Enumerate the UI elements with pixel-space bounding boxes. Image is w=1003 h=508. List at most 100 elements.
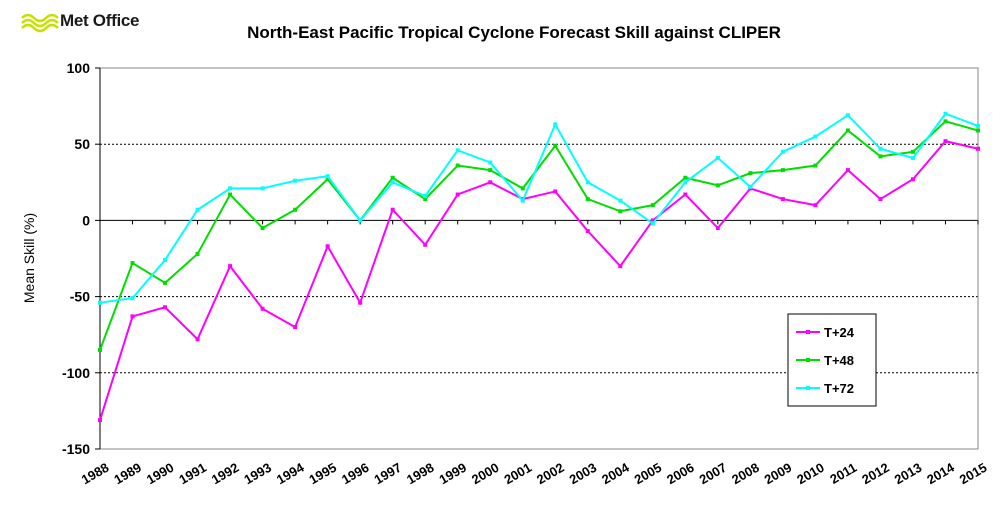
- y-tick-label: 50: [74, 136, 90, 152]
- x-tick-label: 2012: [859, 460, 892, 487]
- data-point: [813, 163, 818, 168]
- data-point: [423, 197, 428, 202]
- data-point: [455, 192, 460, 197]
- data-point: [195, 251, 200, 256]
- x-tick-label: 2008: [729, 460, 762, 487]
- data-point: [553, 189, 558, 194]
- data-point: [293, 325, 298, 330]
- data-point: [910, 149, 915, 154]
- data-point: [943, 139, 948, 144]
- data-point: [455, 163, 460, 168]
- data-point: [878, 146, 883, 151]
- data-point: [650, 218, 655, 223]
- data-point: [976, 128, 980, 133]
- data-point: [715, 183, 720, 188]
- data-point: [683, 175, 688, 180]
- x-tick-label: 1992: [209, 460, 242, 487]
- data-point: [325, 244, 330, 249]
- data-point: [260, 186, 265, 191]
- x-tick-label: 1990: [144, 460, 177, 487]
- legend-label: T+72: [824, 381, 854, 396]
- x-tick-label: 1997: [371, 460, 404, 487]
- series-line: [99, 112, 979, 304]
- x-tick-label: 1996: [339, 460, 372, 487]
- data-point: [618, 209, 623, 214]
- x-tick-label: 2000: [469, 460, 502, 487]
- y-axis-label: Mean Skill (%): [21, 213, 37, 303]
- data-point: [293, 207, 298, 212]
- data-point: [228, 264, 233, 269]
- x-tick-label: 2002: [534, 460, 567, 487]
- data-point: [715, 226, 720, 231]
- x-tick-label: 2014: [924, 459, 957, 487]
- data-point: [423, 194, 428, 199]
- data-point: [976, 123, 980, 128]
- data-point: [813, 203, 818, 208]
- data-point: [488, 180, 493, 185]
- x-tick-label: 1999: [437, 460, 470, 487]
- x-tick-label: 2010: [794, 460, 827, 487]
- series-t-72: [98, 111, 980, 305]
- data-point: [130, 314, 135, 319]
- x-tick-label: 2013: [892, 460, 925, 487]
- data-point: [780, 149, 785, 154]
- data-point: [260, 226, 265, 231]
- logo-text: Met Office: [60, 11, 140, 30]
- chart-title: North-East Pacific Tropical Cyclone Fore…: [247, 23, 781, 42]
- x-tick-label: 2003: [567, 460, 600, 487]
- x-tick-label: 2004: [599, 459, 632, 487]
- data-point: [650, 203, 655, 208]
- data-point: [358, 218, 363, 223]
- data-point: [520, 186, 525, 191]
- met-office-logo: [20, 8, 180, 38]
- data-point: [228, 186, 233, 191]
- data-point: [130, 296, 135, 301]
- data-point: [553, 143, 558, 148]
- data-point: [488, 160, 493, 165]
- data-point: [358, 300, 363, 305]
- y-tick-label: 0: [82, 212, 90, 228]
- data-point: [683, 192, 688, 197]
- data-point: [683, 180, 688, 185]
- data-point: [423, 242, 428, 247]
- x-tick-label: 2007: [697, 460, 730, 487]
- y-tick-label: 100: [67, 60, 91, 76]
- data-point: [976, 146, 980, 151]
- data-point: [98, 418, 102, 423]
- y-tick-label: -150: [62, 441, 90, 457]
- x-tick-label: 1994: [274, 459, 307, 487]
- data-point: [228, 192, 233, 197]
- legend-item: T+24: [796, 325, 855, 340]
- data-point: [618, 198, 623, 203]
- legend-marker: [806, 358, 810, 362]
- legend-label: T+24: [824, 325, 855, 340]
- data-point: [748, 171, 753, 176]
- data-point: [390, 180, 395, 185]
- data-point: [650, 221, 655, 226]
- x-tick-label: 1991: [176, 460, 209, 487]
- data-point: [325, 177, 330, 182]
- data-point: [878, 197, 883, 202]
- x-tick-label: 2009: [762, 460, 795, 487]
- data-point: [260, 306, 265, 311]
- data-point: [390, 207, 395, 212]
- data-point: [618, 264, 623, 269]
- data-point: [780, 168, 785, 173]
- data-point: [813, 134, 818, 139]
- data-point: [943, 119, 948, 124]
- data-point: [780, 197, 785, 202]
- data-point: [195, 337, 200, 342]
- data-point: [455, 148, 460, 153]
- data-point: [878, 154, 883, 159]
- series-line: [99, 140, 979, 421]
- data-point: [520, 198, 525, 203]
- data-point: [845, 128, 850, 133]
- x-tick-label: 1998: [404, 460, 437, 487]
- data-point: [163, 305, 168, 310]
- x-tick-label: 1989: [111, 460, 144, 487]
- series-lines: [98, 111, 980, 423]
- x-tick-label: 2001: [502, 460, 535, 487]
- data-point: [163, 258, 168, 263]
- data-point: [553, 122, 558, 127]
